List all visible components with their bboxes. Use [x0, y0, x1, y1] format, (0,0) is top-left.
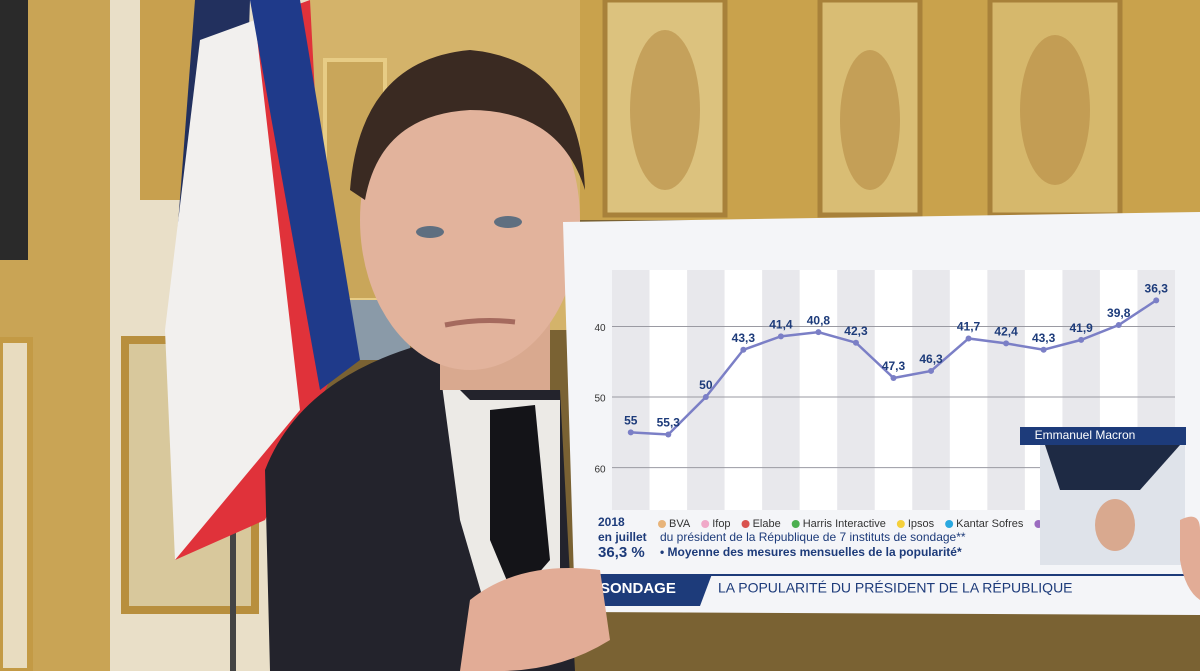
- ornament: [840, 50, 900, 190]
- point: [1115, 322, 1122, 329]
- eye: [416, 226, 444, 238]
- hair: [350, 50, 585, 200]
- point: [1003, 340, 1010, 347]
- value-label: 55,3: [657, 416, 681, 430]
- card-content: SONDAGE LA POPULARITÉ DU PRÉSIDENT DE LA …: [594, 270, 1195, 606]
- value-label: 41,4: [769, 318, 793, 332]
- tie: [490, 405, 550, 600]
- header-line: [595, 574, 1195, 576]
- mouth: [444, 318, 516, 328]
- point: [627, 429, 634, 436]
- legend-swatch: [741, 520, 750, 528]
- value-label: 41,9: [1069, 321, 1093, 335]
- ornament: [630, 30, 700, 190]
- point: [890, 375, 897, 381]
- month-band: [762, 270, 800, 510]
- month-band: [987, 270, 1025, 510]
- photo-caption: Emmanuel Macron: [1035, 428, 1136, 442]
- point: [1040, 346, 1047, 353]
- panel: [0, 337, 33, 671]
- eu-flag: [250, 0, 360, 390]
- point: [965, 335, 972, 342]
- tag: SONDAGE: [600, 580, 676, 597]
- mirror: [0, 0, 28, 260]
- tag-box: [595, 574, 712, 606]
- month-band: [837, 270, 875, 510]
- chart-card: SONDAGE LA POPULARITÉ DU PRÉSIDENT DE LA …: [563, 212, 1200, 615]
- legend-label: Harris Interactive: [803, 518, 886, 530]
- month-band: [612, 270, 650, 510]
- legend-label: Kantar Sofres: [956, 518, 1024, 530]
- highlight: 36,3 %: [598, 544, 645, 561]
- point: [702, 394, 709, 401]
- value-label: 41,7: [957, 320, 981, 334]
- face: [360, 70, 580, 370]
- flag-white: [165, 20, 305, 560]
- point: [740, 346, 747, 353]
- legend-swatch: [658, 520, 666, 528]
- value-label: 55: [624, 414, 638, 428]
- card-title: LA POPULARITÉ DU PRÉSIDENT DE LA RÉPUBLI…: [718, 580, 1073, 596]
- y-tick-label: 60: [594, 464, 606, 475]
- legend-swatch: [791, 520, 800, 528]
- point: [852, 339, 859, 346]
- value-label: 40,8: [807, 313, 831, 327]
- legend-label: Ifop: [712, 518, 730, 530]
- caption-box: [1020, 427, 1186, 445]
- legend-label: Ipsos: [908, 518, 935, 530]
- value-label: 47,3: [882, 359, 906, 373]
- point: [777, 333, 784, 340]
- legend-label: Elabe: [753, 518, 781, 530]
- point: [928, 367, 935, 374]
- point: [815, 329, 822, 336]
- eye: [494, 216, 522, 228]
- value-label: 43,3: [732, 331, 756, 345]
- month-band: [687, 270, 725, 510]
- y-tick-label: 50: [594, 394, 606, 405]
- value-label: 42,3: [844, 324, 868, 338]
- value-label: 46,3: [919, 352, 943, 366]
- month-band: [912, 270, 950, 510]
- value-label: 42,4: [994, 325, 1018, 339]
- highlight: 2018: [598, 515, 625, 529]
- point: [1078, 336, 1085, 343]
- subtitle: du président de la République de 7 insti…: [660, 530, 966, 544]
- photo-suit: [1045, 445, 1180, 490]
- subtitle: • Moyenne des mesures mensuelles de la p…: [660, 545, 962, 559]
- hand: [1180, 516, 1200, 600]
- legend-swatch: [945, 520, 954, 528]
- value-label: 36,3: [1145, 282, 1169, 296]
- point: [665, 431, 672, 438]
- hand: [460, 568, 610, 671]
- legend-swatch: [701, 520, 710, 528]
- photo-face: [1095, 499, 1135, 551]
- value-label: 39,8: [1107, 306, 1131, 320]
- point: [1153, 297, 1160, 304]
- ornament: [1020, 35, 1090, 185]
- highlight: en juillet: [598, 530, 647, 544]
- y-tick-label: 40: [594, 323, 606, 334]
- legend-swatch: [896, 520, 905, 528]
- value-label: 50: [699, 378, 713, 392]
- legend-label: BVA: [669, 518, 691, 530]
- value-label: 43,3: [1032, 331, 1056, 345]
